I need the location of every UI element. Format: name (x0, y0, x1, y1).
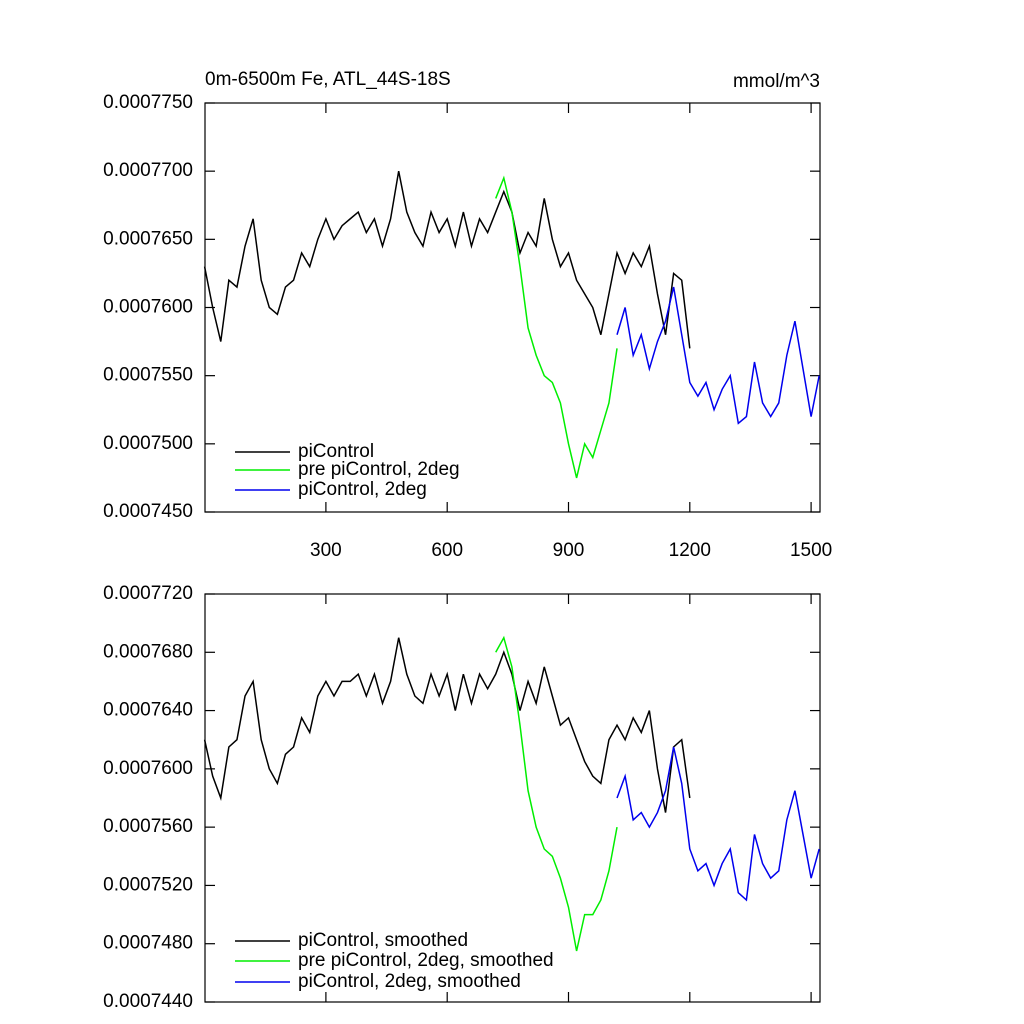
y-tick-label: 0.0007520 (103, 874, 193, 895)
series-line (203, 171, 691, 349)
y-tick-label: 0.0007600 (103, 758, 193, 779)
series-line (495, 175, 618, 479)
series-line (616, 746, 820, 902)
series-line (616, 286, 820, 425)
chart-title: 0m-6500m Fe, ATL_44S-18S (205, 69, 451, 90)
y-tick-label: 0.0007450 (103, 501, 193, 522)
y-tick-label: 0.0007650 (103, 228, 193, 249)
y-tick-label: 0.0007440 (103, 991, 193, 1012)
units-label: mmol/m^3 (733, 71, 820, 92)
series-line (203, 637, 691, 813)
y-tick-label: 0.0007600 (103, 297, 193, 318)
x-tick-label: 300 (310, 540, 342, 561)
y-tick-label: 0.0007550 (103, 365, 193, 386)
x-tick-label: 900 (553, 540, 585, 561)
legend-label: piControl (298, 441, 374, 462)
y-tick-label: 0.0007750 (103, 92, 193, 113)
x-tick-label: 600 (431, 540, 463, 561)
y-tick-label: 0.0007700 (103, 160, 193, 181)
legend-label: piControl, smoothed (298, 930, 468, 951)
legend-label: pre piControl, 2deg (298, 459, 460, 480)
y-tick-label: 0.0007680 (103, 641, 193, 662)
y-tick-label: 0.0007640 (103, 700, 193, 721)
y-tick-label: 0.0007720 (103, 583, 193, 604)
y-tick-label: 0.0007480 (103, 933, 193, 954)
y-tick-label: 0.0007560 (103, 816, 193, 837)
series-line (495, 635, 618, 952)
legend-label: piControl, 2deg, smoothed (298, 971, 521, 992)
y-tick-label: 0.0007500 (103, 433, 193, 454)
x-tick-label: 1500 (790, 540, 832, 561)
legend-label: piControl, 2deg (298, 479, 427, 500)
x-tick-label: 1200 (669, 540, 711, 561)
plot-frame (204, 593, 821, 1003)
legend-label: pre piControl, 2deg, smoothed (298, 950, 554, 971)
